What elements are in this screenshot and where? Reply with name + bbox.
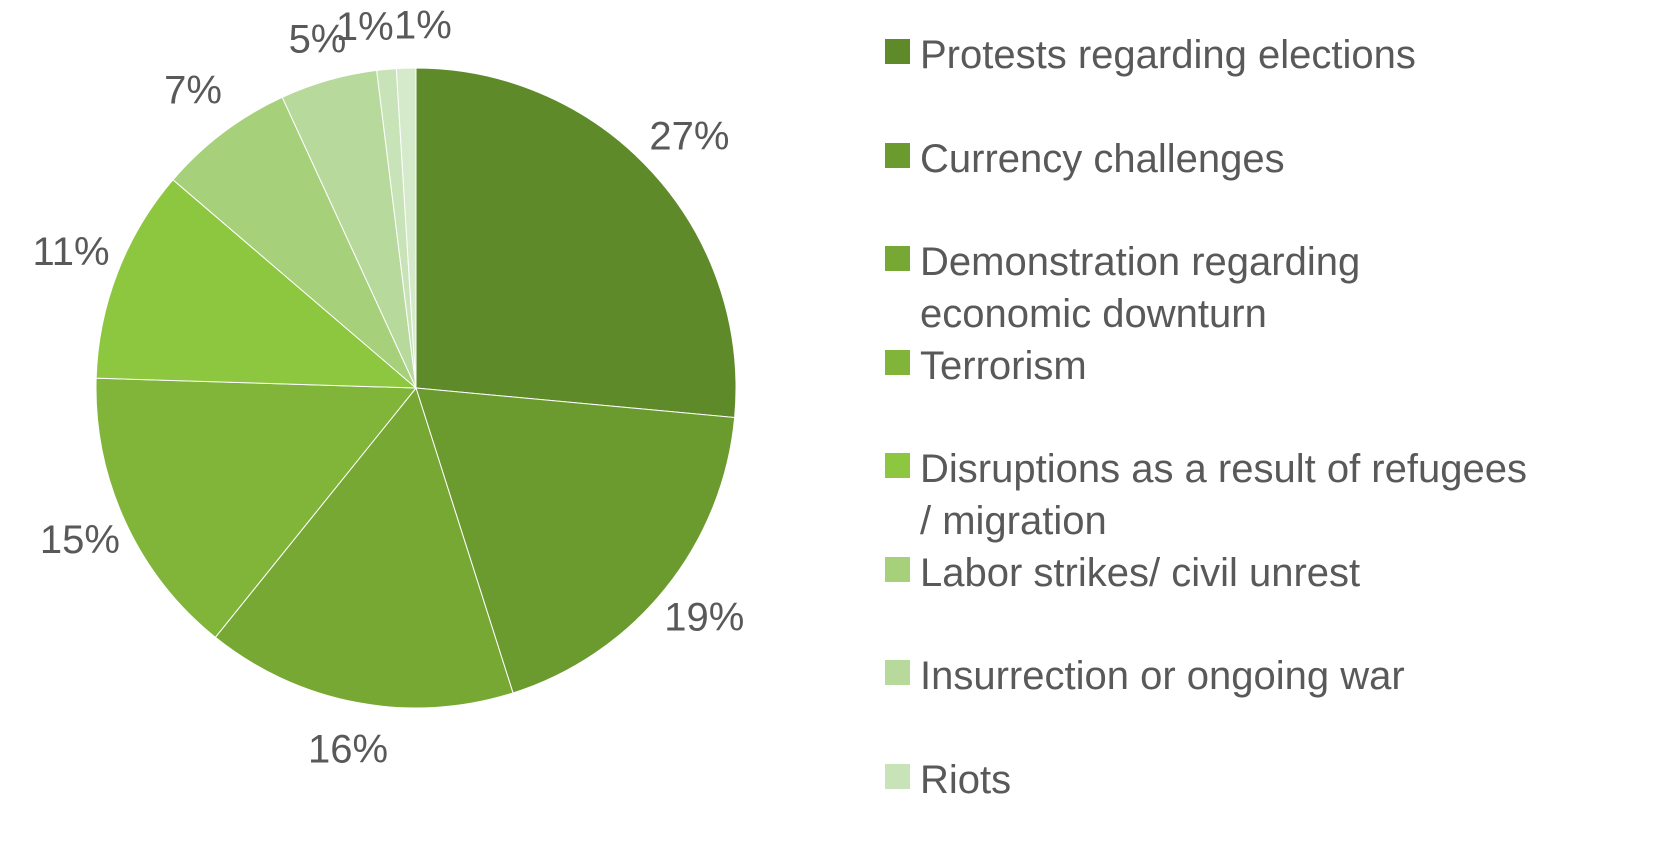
legend-item: Riots [885, 754, 1545, 806]
legend-label: Protests regarding elections [920, 33, 1416, 77]
data-label: 15% [40, 518, 120, 562]
legend-label: Labor strikes/ civil unrest [920, 550, 1361, 595]
pie-slice [95, 179, 418, 389]
legend-label: Riots [920, 757, 1012, 802]
legend-swatch [885, 556, 910, 582]
legend-label: Demonstration regarding economic downtur… [920, 240, 1361, 336]
data-label: 27% [649, 114, 729, 158]
legend-item: Disruptions as a result of refugees / mi… [885, 443, 1545, 547]
legend-item: Protests regarding elections [885, 29, 1545, 81]
legend-swatch [885, 39, 910, 64]
data-label: 1% [336, 5, 394, 49]
legend-label: Terrorism [920, 343, 1087, 388]
pie-slice [415, 67, 737, 419]
data-label: 5% [289, 17, 347, 61]
data-label: 19% [664, 596, 744, 640]
legend-item: Currency challenges [885, 133, 1545, 185]
chart: 27%19%16%15%11%7%5%1% 1% [32, 4, 744, 772]
legend-swatch [885, 660, 910, 685]
data-label: 16% [308, 727, 388, 771]
legend-label: Currency challenges [920, 136, 1285, 181]
legend-item: Insurrection or ongoing war [885, 650, 1545, 702]
data-label: 1% [394, 4, 452, 48]
legend-label: Disruptions as a result of refugees / mi… [920, 447, 1527, 543]
pie-slice [95, 377, 418, 639]
legend-swatch [885, 349, 910, 375]
legend-swatch [885, 453, 910, 478]
legend-swatch [885, 763, 910, 789]
legend-swatch [885, 142, 910, 168]
pie-slice [415, 387, 736, 694]
data-label: 11% [32, 230, 109, 274]
pie-slice [214, 386, 514, 709]
pie-slice [395, 67, 417, 389]
pie-slice [172, 96, 417, 389]
legend-item: Terrorism [885, 340, 1545, 392]
legend-item: Labor strikes/ civil unrest [885, 547, 1545, 599]
legend-swatch [885, 246, 910, 271]
legend-item: Demonstration regarding economic downtur… [885, 236, 1545, 340]
data-label: 7% [164, 68, 222, 112]
legend-label: Insurrection or ongoing war [920, 654, 1405, 698]
